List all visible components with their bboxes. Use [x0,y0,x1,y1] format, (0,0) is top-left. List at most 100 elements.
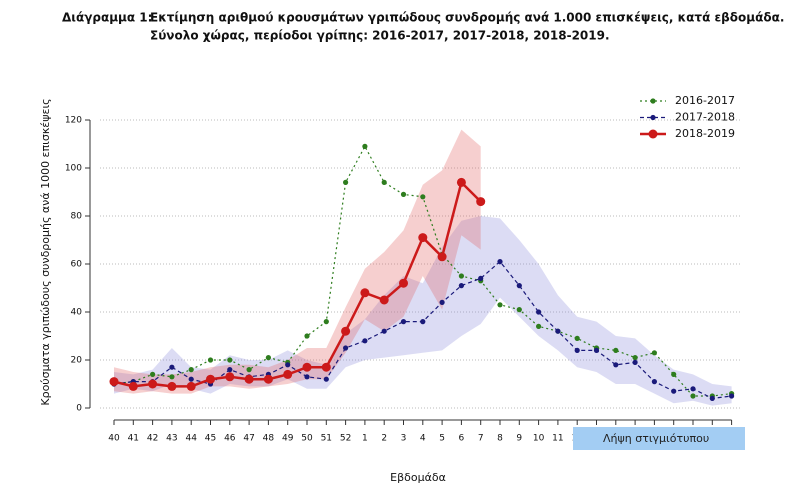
point [186,381,196,391]
point [169,374,175,380]
point [304,333,310,339]
point [729,393,735,399]
point [167,381,177,391]
point [613,362,619,368]
y-axis-label: Κρούσματα γριπώδους συνδρομής ανά 1000 ε… [39,98,52,405]
x-axis-label: Εβδομάδα [390,471,446,484]
point [323,376,329,382]
chart-subtitle: Εκτίμηση αριθμού κρουσμάτων γριπώδους συ… [150,11,784,25]
x-tick-label: 51 [321,434,332,444]
x-tick-label: 41 [128,434,139,444]
y-tick-label: 80 [71,212,83,222]
point [671,371,677,377]
point [381,179,387,185]
point [188,376,194,382]
x-tick-label: 9 [516,434,522,444]
screenshot-button[interactable]: Λήψη στιγμιότυπου [573,427,745,450]
point [516,307,522,313]
point [283,369,293,379]
x-tick-label: 2 [381,434,387,444]
legend-marker [648,129,658,139]
point [379,295,389,305]
x-tick-label: 6 [459,434,465,444]
point [304,374,310,380]
x-tick-label: 42 [147,434,158,444]
point [439,299,445,305]
point [207,357,214,363]
x-tick-label: 46 [224,434,236,444]
point [497,259,503,265]
point [418,233,428,243]
x-tick-label: 45 [205,434,216,444]
point [497,302,503,308]
y-tick-label: 60 [71,260,83,270]
point [458,283,464,289]
x-tick-label: 48 [263,434,275,444]
point [360,288,370,298]
point [555,328,561,334]
point [362,143,368,149]
point [593,347,600,353]
point [420,194,426,200]
x-tick-label: 43 [166,434,177,444]
point [651,379,658,385]
point [128,381,138,391]
point [263,374,273,384]
point [341,326,351,336]
y-tick-label: 0 [76,404,82,414]
point [321,362,331,372]
point [400,319,407,325]
point [632,359,638,365]
point [323,319,329,325]
x-tick-label: 4 [420,434,426,444]
point [651,350,658,356]
point [227,367,233,373]
x-tick-label: 5 [439,434,445,444]
point [458,273,464,279]
point [343,179,349,185]
x-tick-label: 1 [362,434,368,444]
y-tick-label: 40 [71,308,83,318]
legend-label: 2018-2019 [675,127,735,140]
x-tick-label: 7 [478,434,484,444]
point [265,355,271,361]
point [206,374,215,384]
point [362,338,368,344]
x-tick-label: 10 [533,434,545,444]
point [246,367,252,373]
point [150,371,156,377]
point [690,386,696,392]
x-tick-label: 3 [401,434,407,444]
point [574,347,580,353]
point [227,357,233,363]
point [632,355,638,361]
x-tick-label: 49 [282,434,294,444]
y-tick-label: 120 [65,116,82,126]
point [343,345,349,351]
chart-subtitle: Σύνολο χώρας, περίοδοι γρίπης: 2016-2017… [150,29,610,43]
point [302,362,312,372]
y-tick-label: 20 [71,356,83,366]
point [536,323,542,329]
point [169,364,175,370]
point [613,347,619,353]
x-tick-label: 40 [108,434,120,444]
legend-label: 2017-2018 [675,111,735,124]
chart-title: Διάγραμμα 1: [62,11,152,25]
x-tick-label: 52 [340,434,351,444]
x-tick-label: 44 [185,434,197,444]
point [399,278,408,288]
y-tick-label: 100 [65,164,82,174]
point [109,377,119,387]
point [400,191,407,197]
x-tick-label: 50 [301,434,313,444]
x-tick-label: 47 [243,434,254,444]
point [456,177,466,187]
point [516,283,522,289]
point [244,374,254,384]
point [285,362,291,368]
point [709,395,715,401]
point [476,197,486,207]
